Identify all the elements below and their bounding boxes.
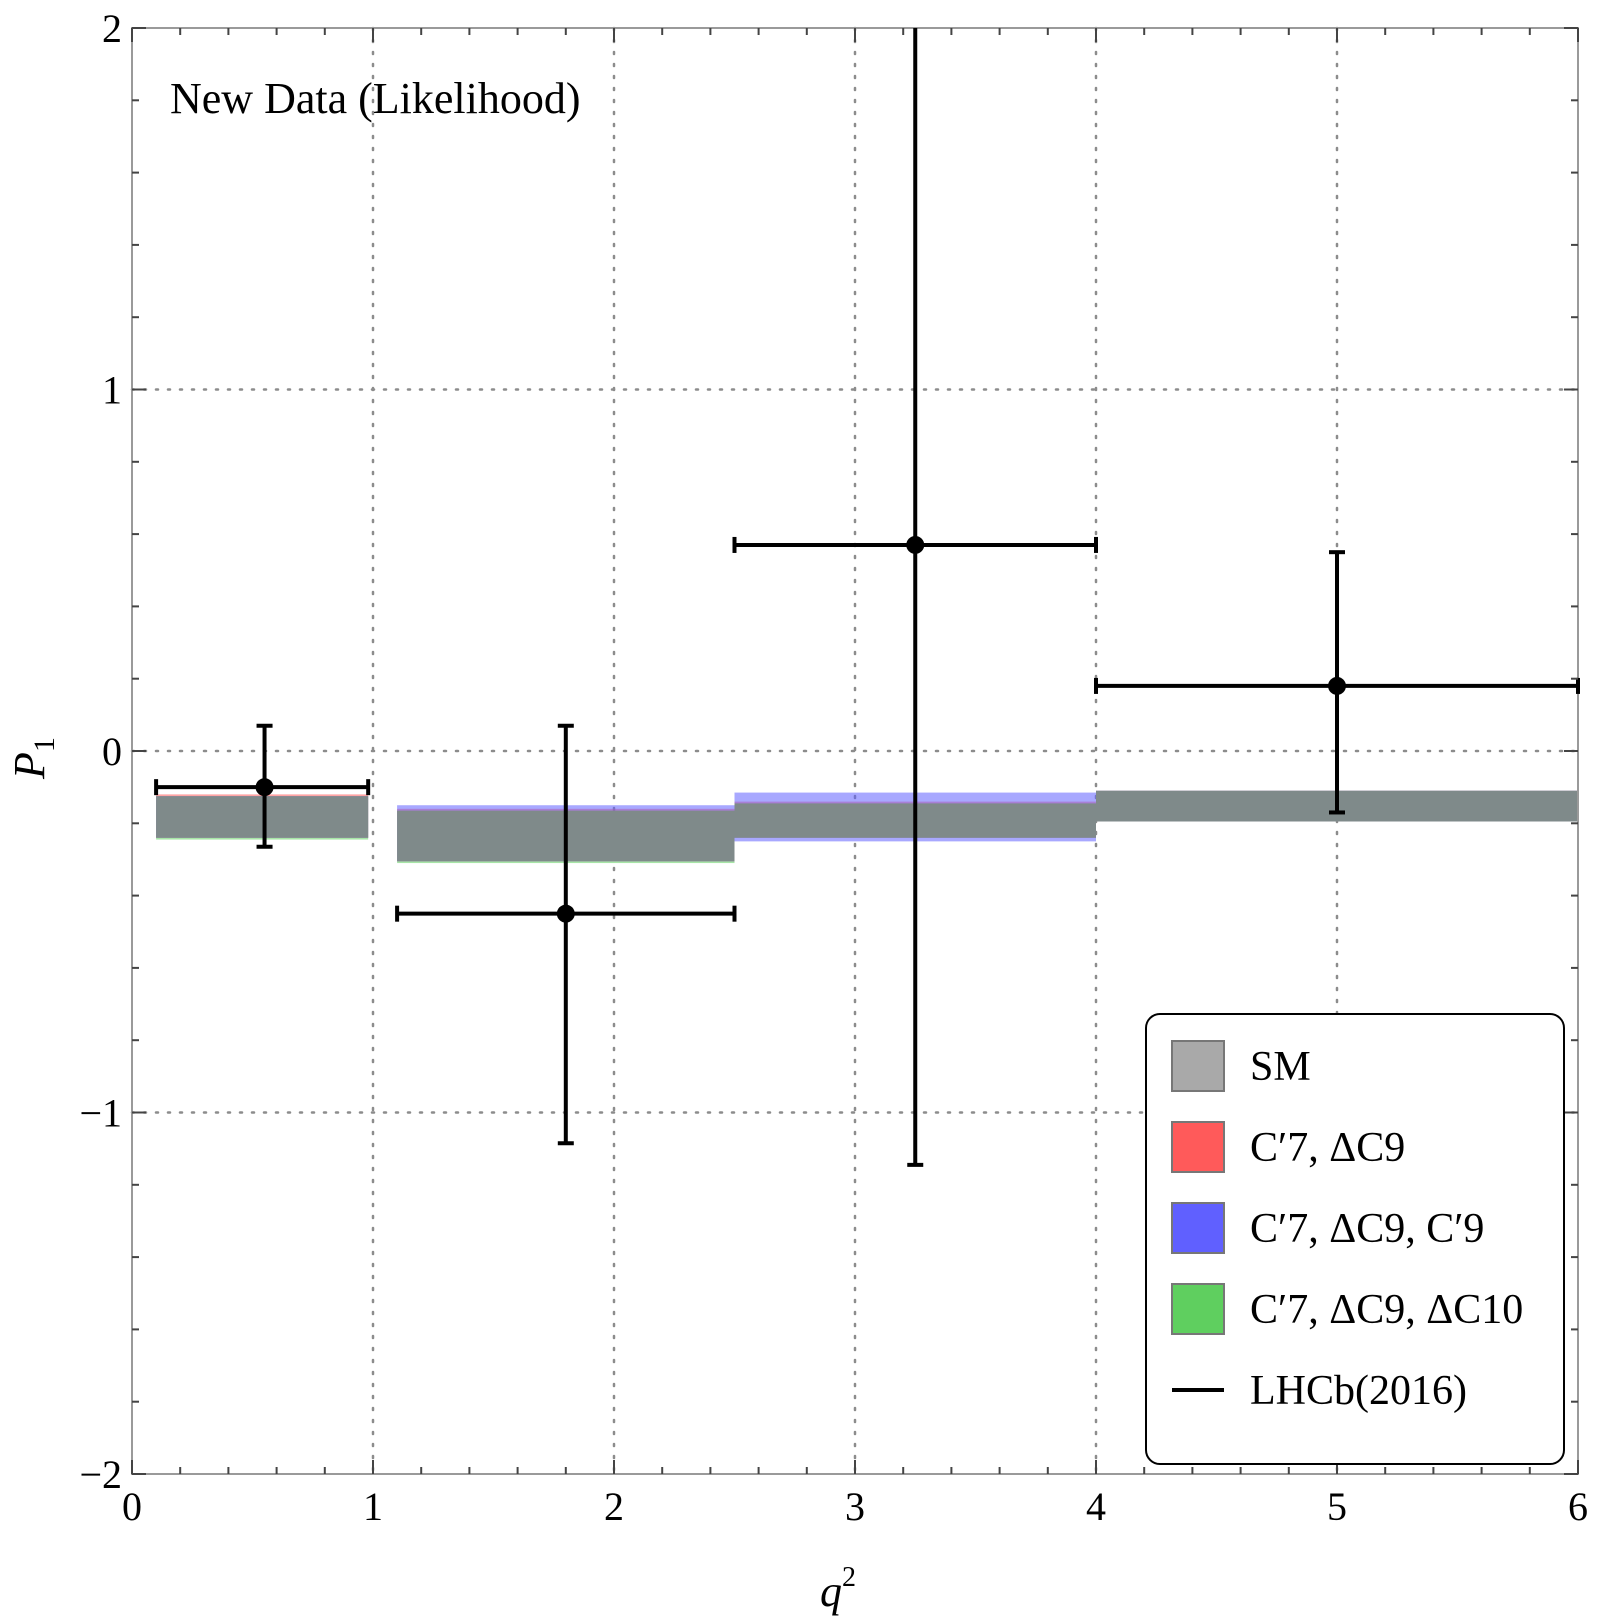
legend-box xyxy=(1145,1013,1565,1465)
legend-label: SM xyxy=(1250,1044,1311,1090)
legend-swatch xyxy=(1171,1283,1225,1335)
chart-annotation: New Data (Likelihood) xyxy=(170,74,581,123)
lhcb-point xyxy=(732,28,1098,1167)
legend-label: C′7, ΔC9 xyxy=(1250,1125,1405,1171)
data-marker xyxy=(1328,676,1346,695)
legend-swatch xyxy=(1171,1040,1225,1092)
x-tick-label: 3 xyxy=(845,1484,865,1529)
y-tick-label: −1 xyxy=(79,1091,122,1136)
legend-entry: C′7, ΔC9, ΔC10 xyxy=(1171,1283,1523,1335)
legend-label: LHCb(2016) xyxy=(1250,1368,1467,1414)
y-axis-label: P1 xyxy=(5,737,61,780)
x-tick-label: 5 xyxy=(1327,1484,1347,1529)
legend-swatch xyxy=(1171,1202,1225,1254)
prediction-bands xyxy=(156,790,1578,864)
axis-ticks: 0 1 2 3 4 5 6 −2 −1 0 1 2 xyxy=(79,6,1588,1529)
legend-label: C′7, ΔC9, ΔC10 xyxy=(1250,1287,1523,1333)
legend-swatch xyxy=(1171,1121,1225,1173)
x-tick-label: 4 xyxy=(1086,1484,1106,1529)
y-tick-label: 1 xyxy=(102,368,122,413)
legend-entry: C′7, ΔC9, C′9 xyxy=(1171,1202,1484,1254)
legend-entry: C′7, ΔC9 xyxy=(1171,1121,1405,1173)
data-marker xyxy=(906,535,925,554)
data-marker xyxy=(556,904,575,923)
y-tick-label: 2 xyxy=(102,6,122,51)
x-tick-label: 2 xyxy=(604,1484,624,1529)
legend-entry: SM xyxy=(1171,1040,1311,1092)
band-sm xyxy=(156,796,369,838)
x-tick-label: 0 xyxy=(122,1484,142,1529)
x-tick-label: 1 xyxy=(363,1484,383,1529)
legend: SM C′7, ΔC9 C′7, ΔC9, C′9 C′7, ΔC9, ΔC10 LHC… xyxy=(1145,1013,1565,1465)
y-tick-label: −2 xyxy=(79,1452,122,1497)
y-tick-label: 0 xyxy=(102,729,122,774)
x-tick-label: 6 xyxy=(1568,1484,1588,1529)
lhcb-point xyxy=(395,723,737,1146)
lhcb-point xyxy=(1094,550,1580,815)
legend-entry: LHCb(2016) xyxy=(1172,1368,1467,1414)
x-axis-label: q2 xyxy=(820,1562,856,1616)
lhcb-data-points xyxy=(154,28,1580,1167)
legend-label: C′7, ΔC9, C′9 xyxy=(1250,1206,1484,1252)
data-marker xyxy=(255,778,274,797)
lhcb-point xyxy=(154,723,371,849)
